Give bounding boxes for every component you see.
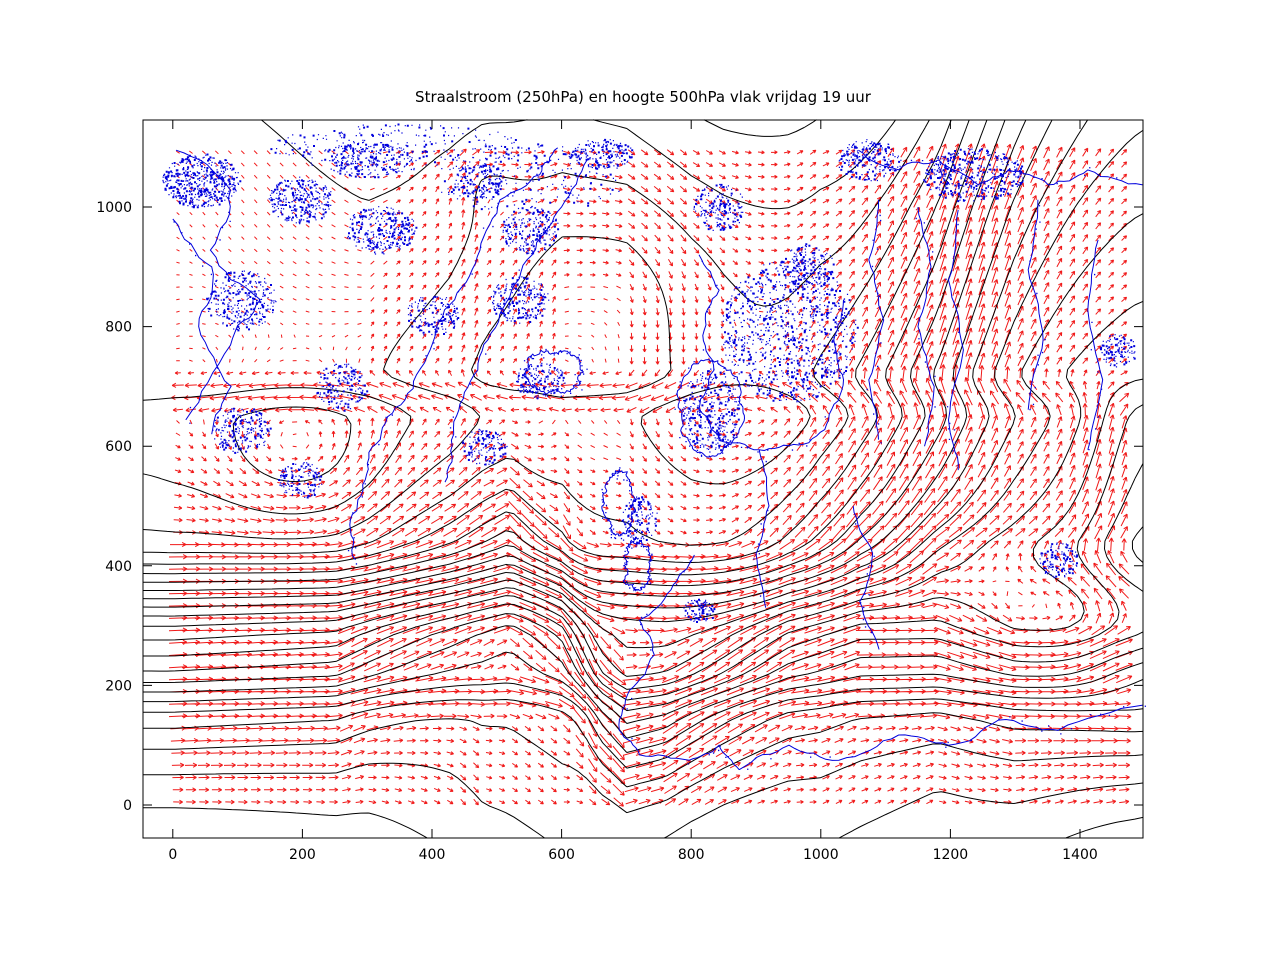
y-axis-tick-label: 800 bbox=[105, 320, 132, 336]
wind-vector-arrows bbox=[168, 143, 1133, 807]
coastlines-layer bbox=[162, 123, 1146, 771]
x-axis-tick-label: 600 bbox=[548, 847, 575, 863]
axis-tick-marks bbox=[143, 120, 1143, 838]
x-axis-tick-label: 1400 bbox=[1062, 847, 1098, 863]
plot-border bbox=[142, 119, 1144, 839]
x-axis-tick-label: 200 bbox=[289, 847, 316, 863]
chart-title: Straalstroom (250hPa) en hoogte 500hPa v… bbox=[415, 88, 871, 106]
height-contour-lines bbox=[142, 119, 1144, 839]
x-axis-tick-label: 1200 bbox=[933, 847, 969, 863]
height-contours-layer bbox=[142, 119, 1144, 839]
x-axis-tick-label: 400 bbox=[419, 847, 446, 863]
plot-frame bbox=[142, 119, 1144, 839]
axis-tick-labels: 0 200 400 600 800 1000 1200 1400 0 200 400 600 800 10… bbox=[96, 200, 1097, 863]
x-axis-tick-label: 800 bbox=[678, 847, 705, 863]
axis-ticks bbox=[143, 120, 1143, 838]
y-axis-tick-label: 600 bbox=[105, 439, 132, 455]
wind-vectors-layer bbox=[168, 143, 1133, 807]
y-axis-tick-label: 1000 bbox=[96, 200, 132, 216]
y-axis-tick-label: 200 bbox=[105, 678, 132, 694]
y-axis-tick-label: 400 bbox=[105, 559, 132, 575]
x-axis-tick-label: 0 bbox=[168, 847, 177, 863]
y-axis-tick-label: 0 bbox=[123, 798, 132, 814]
x-axis-tick-label: 1000 bbox=[803, 847, 839, 863]
coastline-outlines bbox=[172, 147, 1143, 771]
